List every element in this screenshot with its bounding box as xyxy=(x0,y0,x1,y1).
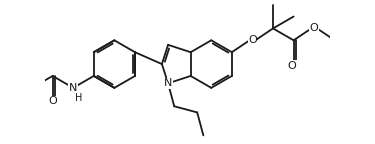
Text: O: O xyxy=(248,35,257,45)
Text: H: H xyxy=(75,93,82,103)
Text: N: N xyxy=(164,78,172,88)
Text: O: O xyxy=(310,23,319,33)
Text: O: O xyxy=(48,96,57,106)
Text: O: O xyxy=(288,61,296,71)
Text: N: N xyxy=(69,83,77,93)
